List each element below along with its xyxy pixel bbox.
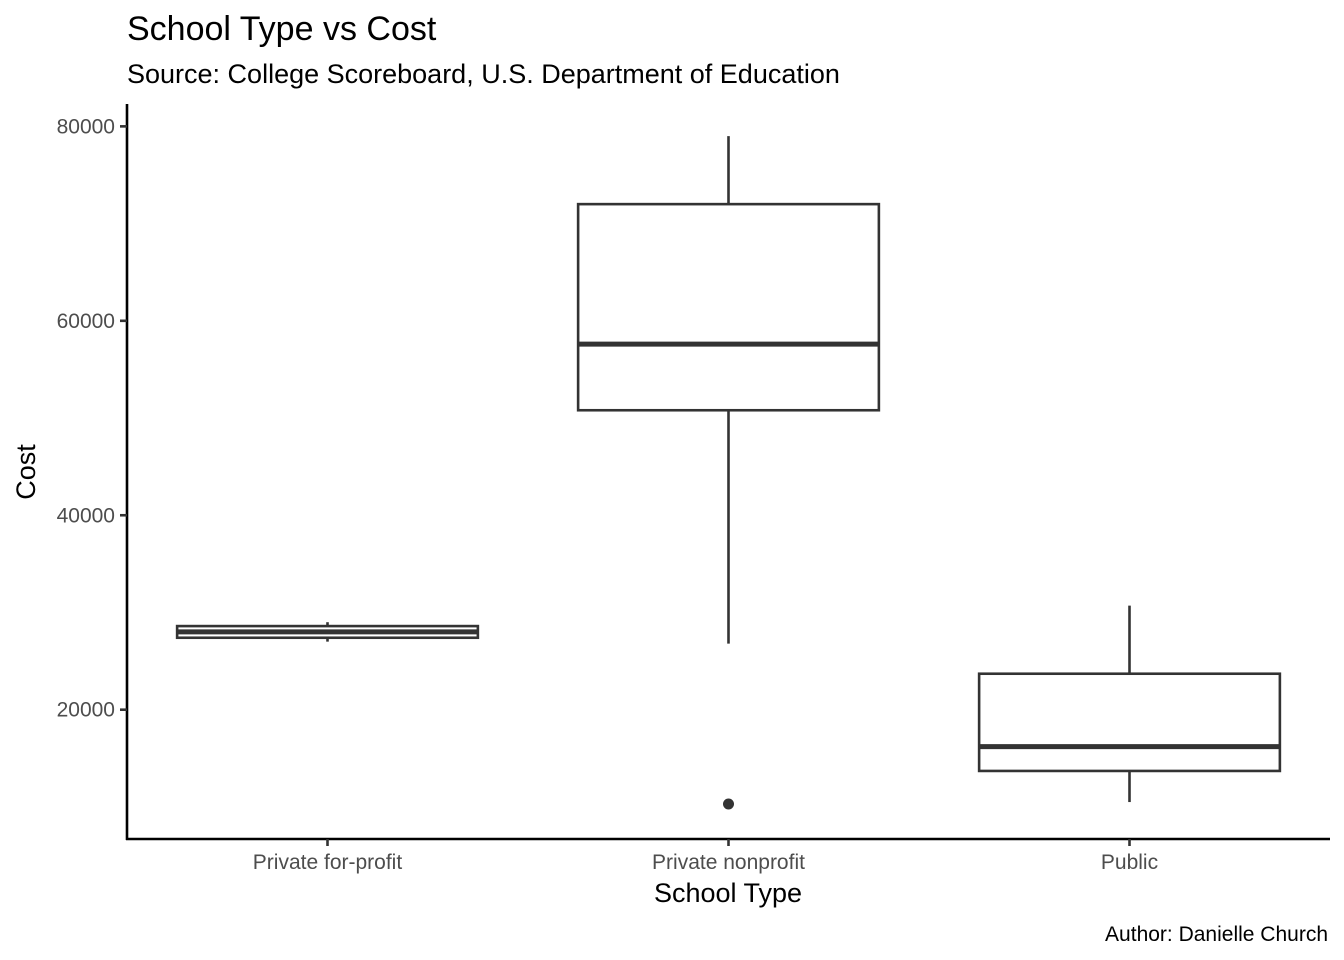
x-tick-label: Public	[1101, 851, 1158, 874]
iqr-box	[576, 202, 881, 412]
x-axis-title: School Type	[654, 878, 802, 908]
chart-title: School Type vs Cost	[127, 10, 437, 48]
x-axis: Private for-profit Private nonprofit Publi…	[126, 837, 1330, 874]
x-tick-label: Private nonprofit	[652, 851, 805, 874]
iqr-box	[977, 672, 1282, 773]
box-group-2	[977, 605, 1282, 803]
chart-caption: Author: Danielle Church	[1105, 923, 1328, 946]
chart-subtitle: Source: College Scoreboard, U.S. Departm…	[127, 59, 840, 89]
y-tick-label: 20000	[57, 699, 115, 722]
y-tick-label: 80000	[57, 115, 115, 138]
plot-area	[175, 136, 1282, 810]
outlier-point	[723, 798, 734, 810]
box-group-1	[576, 136, 881, 810]
y-axis-title: Cost	[11, 444, 41, 500]
x-tick-label: Private for-profit	[253, 851, 403, 874]
y-axis: 20000 40000 60000 80000	[57, 104, 129, 840]
box-group-0	[175, 622, 480, 642]
y-tick-label: 60000	[57, 310, 115, 333]
y-tick-label: 40000	[57, 504, 115, 527]
